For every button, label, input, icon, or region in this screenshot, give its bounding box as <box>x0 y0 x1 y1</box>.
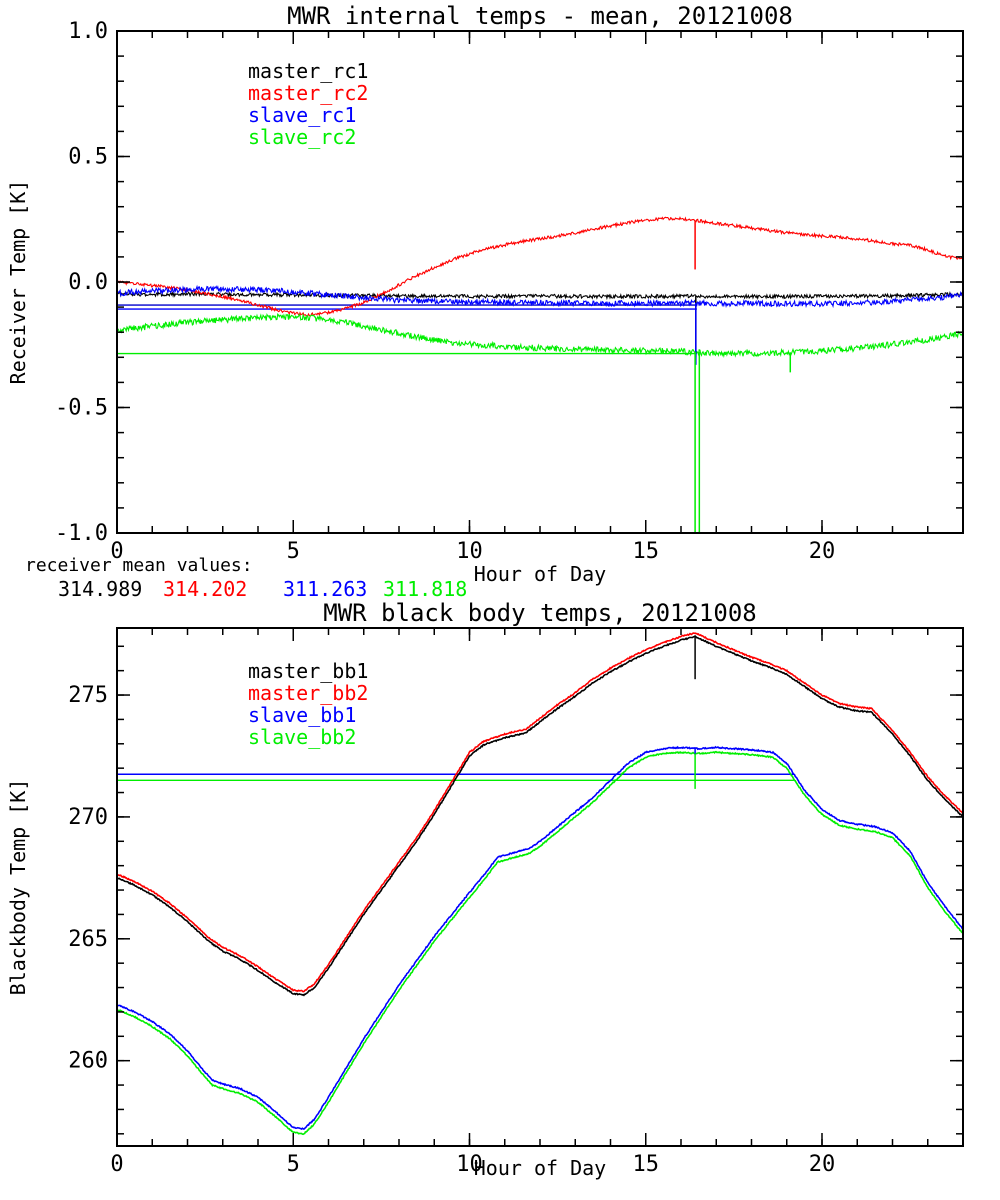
series-slave_rc1 <box>116 284 964 309</box>
series-slave_bb2 <box>116 750 964 1136</box>
x-tick-label: 0 <box>110 539 123 564</box>
receiver_temps-plot-area <box>116 216 964 533</box>
y-tick-label: -0.5 <box>55 396 108 421</box>
series-master_bb2 <box>116 632 964 993</box>
x-tick-label: 10 <box>456 1152 483 1177</box>
receiver-mean-value: 314.989 <box>58 577 143 601</box>
y-tick-label: 275 <box>68 683 108 708</box>
x-tick-label: 5 <box>287 539 300 564</box>
blackbody-chart-title: MWR black body temps, 20121008 <box>323 599 757 627</box>
y-tick-label: 265 <box>68 927 108 952</box>
legend-item: slave_bb1 <box>248 703 357 727</box>
legend-item: master_rc2 <box>248 81 369 105</box>
receiver-mean-values-label: receiver mean values: <box>25 555 253 576</box>
receiver-mean-values: 314.989 314.202 311.263 311.818 <box>0 577 1000 601</box>
receiver-mean-value: 311.818 <box>383 577 468 601</box>
x-tick-label: 20 <box>809 539 836 564</box>
blackbody_temps-plot-area <box>116 632 964 1136</box>
y-tick-label: 260 <box>68 1049 108 1074</box>
receiver-chart-title: MWR internal temps - mean, 20121008 <box>287 2 793 30</box>
series-master_rc2 <box>116 216 964 317</box>
blackbody-chart-legend: master_bb1 master_bb2 slave_bb1 slave_bb2 <box>248 660 368 748</box>
x-tick-label: 10 <box>456 539 483 564</box>
legend-item: slave_rc1 <box>248 103 357 127</box>
y-tick-label: -1.0 <box>55 521 108 546</box>
receiver-mean-value: 311.263 <box>283 577 368 601</box>
x-tick-label: 15 <box>633 1152 660 1177</box>
series-master_bb1 <box>116 635 964 997</box>
y-tick-label: 270 <box>68 805 108 830</box>
receiver-y-axis-label: Receiver Temp [K] <box>6 179 30 385</box>
receiver-mean-value: 314.202 <box>163 577 248 601</box>
legend-item: master_rc1 <box>248 59 369 83</box>
plot-frame <box>116 627 964 1147</box>
y-tick-label: 1.0 <box>68 19 108 44</box>
y-tick-label: 0.0 <box>68 270 108 295</box>
blackbody-x-axis-label: Hour of Day <box>473 1156 607 1180</box>
series-master_rc1 <box>116 290 964 301</box>
x-tick-label: 0 <box>110 1152 123 1177</box>
legend-item: master_bb2 <box>248 681 369 705</box>
x-tick-label: 15 <box>633 539 660 564</box>
plot-frame <box>116 30 964 534</box>
blackbody_temps-panel: 0 5 10 15 20 260 265 270 275 <box>68 627 964 1177</box>
series-slave_bb1 <box>116 745 964 1131</box>
series-slave_rc2 <box>116 312 964 358</box>
receiver-chart-legend: master_rc1 master_rc2 slave_rc1 slave_rc2 <box>248 60 368 148</box>
legend-item: slave_rc2 <box>248 125 357 149</box>
blackbody-y-axis-label: Blackbody Temp [K] <box>6 778 30 996</box>
receiver_temps-panel: 0 5 10 15 20 1.0 0.5 0.0 -0.5 -1.0 <box>55 19 964 564</box>
legend-item: master_bb1 <box>248 659 369 683</box>
receiver-x-axis-label: Hour of Day <box>473 562 607 586</box>
legend-item: slave_bb2 <box>248 725 357 749</box>
x-tick-label: 20 <box>809 1152 836 1177</box>
x-tick-label: 5 <box>287 1152 300 1177</box>
y-tick-label: 0.5 <box>68 145 108 170</box>
